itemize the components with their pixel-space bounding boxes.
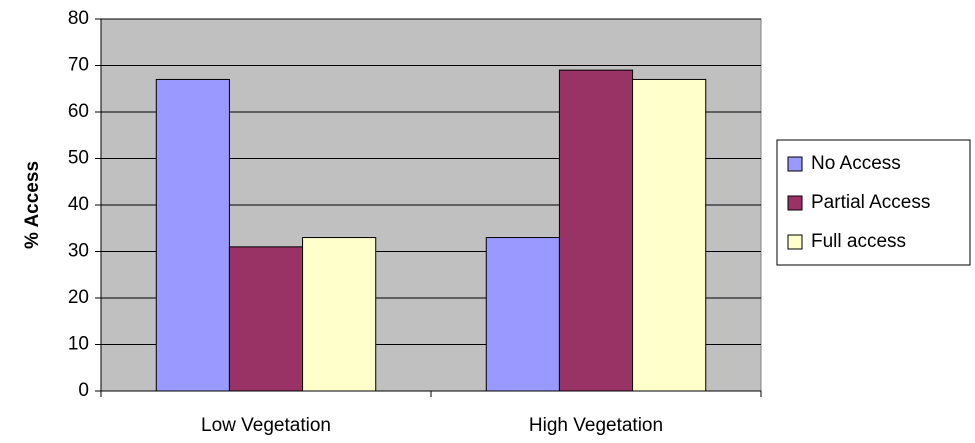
- legend-swatch: [787, 234, 803, 250]
- bar: [228, 246, 304, 392]
- x-axis-categories: Low Vegetation High Vegetation: [201, 415, 663, 436]
- legend-swatch: [787, 156, 803, 172]
- bar: [632, 78, 707, 392]
- y-tick-label: 20: [68, 287, 89, 308]
- y-tick-label: 80: [68, 8, 89, 29]
- y-tick-label: 40: [68, 194, 89, 215]
- x-category-label: High Vegetation: [529, 415, 663, 436]
- legend-label: Full access: [811, 231, 906, 252]
- y-tick-label: 70: [68, 55, 89, 76]
- legend-label: Partial Access: [811, 192, 930, 213]
- legend-swatch: [787, 195, 803, 211]
- bar: [558, 69, 634, 392]
- x-category-label: Low Vegetation: [201, 415, 331, 436]
- legend-label: No Access: [811, 153, 901, 174]
- y-tick-label: 30: [68, 241, 89, 262]
- bar: [302, 237, 377, 392]
- bar: [485, 237, 560, 392]
- y-tick-label: 10: [68, 334, 89, 355]
- bar: [155, 78, 230, 392]
- y-axis-title: % Access: [22, 161, 43, 249]
- bars: [155, 69, 707, 392]
- legend-frame: [776, 139, 971, 266]
- y-axis-ticks: 0 10 20 30 40 50 60 70 80: [68, 8, 101, 401]
- legend: No Access Partial Access Full access: [776, 139, 971, 266]
- y-tick-label: 60: [68, 101, 89, 122]
- y-tick-label: 50: [68, 148, 89, 169]
- y-tick-label: 0: [78, 380, 89, 401]
